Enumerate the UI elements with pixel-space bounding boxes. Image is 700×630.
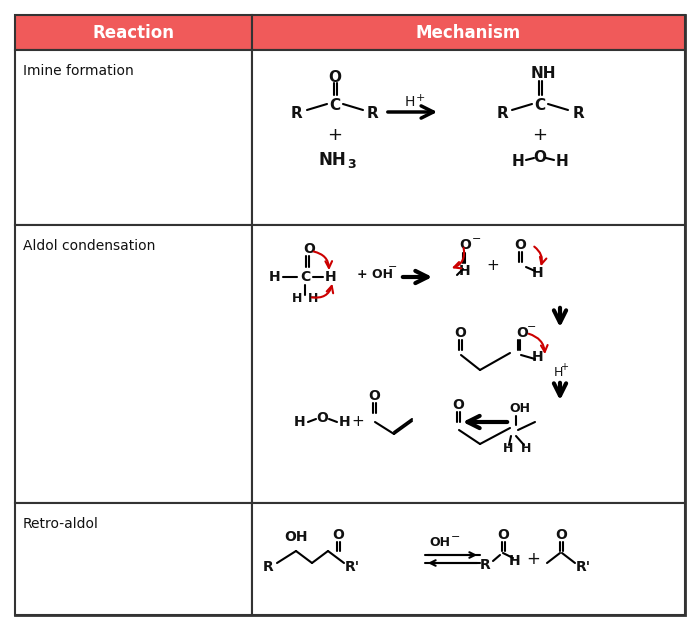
Text: +: + — [486, 258, 499, 273]
Text: O: O — [454, 326, 466, 340]
Bar — [252, 50, 685, 225]
Text: O: O — [452, 398, 464, 412]
Text: O: O — [328, 69, 342, 84]
Text: Reaction: Reaction — [92, 23, 174, 42]
Text: O: O — [555, 528, 567, 542]
Text: H: H — [556, 154, 568, 168]
Text: +: + — [560, 362, 568, 372]
Text: H: H — [294, 415, 306, 429]
Text: O: O — [497, 528, 509, 542]
Text: −: − — [389, 262, 398, 272]
Text: Imine formation: Imine formation — [23, 64, 134, 78]
Text: R: R — [572, 105, 584, 120]
Text: Retro-aldol: Retro-aldol — [23, 517, 99, 531]
Text: C: C — [534, 98, 545, 113]
Text: H: H — [532, 350, 544, 364]
Text: +: + — [415, 93, 425, 103]
Text: R: R — [367, 105, 379, 120]
Text: −: − — [452, 532, 461, 542]
Text: H: H — [532, 266, 544, 280]
Text: H: H — [503, 442, 513, 454]
Text: H: H — [326, 270, 337, 284]
Text: H: H — [512, 154, 524, 168]
Text: Mechanism: Mechanism — [416, 23, 521, 42]
Bar — [15, 15, 252, 50]
Text: NH: NH — [531, 66, 556, 81]
Text: R': R' — [575, 560, 591, 574]
Text: OH: OH — [510, 401, 531, 415]
Bar — [252, 503, 685, 615]
Text: H: H — [308, 292, 318, 306]
Text: +: + — [533, 126, 547, 144]
Text: H: H — [405, 95, 415, 109]
Text: O: O — [516, 326, 528, 340]
Text: O: O — [332, 528, 344, 542]
Text: R: R — [480, 558, 491, 572]
Text: + OH: + OH — [357, 268, 393, 282]
Text: O: O — [368, 389, 380, 403]
Text: O: O — [316, 411, 328, 425]
Text: H: H — [509, 554, 521, 568]
Text: H: H — [521, 442, 531, 454]
Text: +: + — [351, 415, 365, 430]
Text: O: O — [533, 149, 547, 164]
Bar — [15, 503, 252, 615]
Text: Aldol condensation: Aldol condensation — [23, 239, 155, 253]
Text: O: O — [514, 238, 526, 252]
Text: OH: OH — [284, 530, 308, 544]
Text: R: R — [496, 105, 508, 120]
Bar — [252, 225, 685, 503]
Text: O: O — [459, 238, 471, 252]
Text: C: C — [330, 98, 341, 113]
Text: C: C — [300, 270, 310, 284]
Text: O: O — [303, 242, 315, 256]
Text: H: H — [459, 264, 471, 278]
Text: R: R — [262, 560, 274, 574]
Text: OH: OH — [430, 537, 451, 549]
Text: NH: NH — [318, 151, 346, 169]
Text: −: − — [527, 322, 537, 332]
Text: H: H — [340, 415, 351, 429]
Bar — [252, 15, 685, 50]
Text: +: + — [328, 126, 342, 144]
Text: H: H — [553, 367, 563, 379]
Text: +: + — [526, 550, 540, 568]
Text: H: H — [270, 270, 281, 284]
Bar — [15, 225, 252, 503]
Text: 3: 3 — [346, 159, 356, 171]
Bar — [15, 50, 252, 225]
Text: R': R' — [344, 560, 360, 574]
Text: R: R — [291, 105, 303, 120]
Text: H: H — [292, 292, 302, 306]
Text: −: − — [473, 234, 482, 244]
